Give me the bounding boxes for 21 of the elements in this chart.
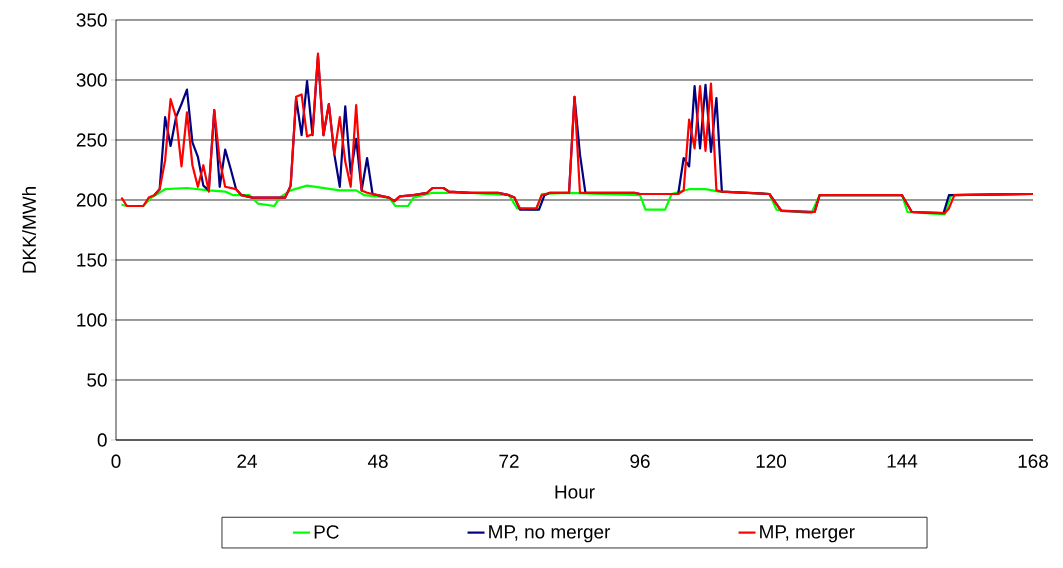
x-tick-label: 96 (630, 454, 650, 468)
legend-label: MP, merger (760, 525, 855, 543)
x-tick-label: 24 (237, 454, 257, 468)
y-axis-title: DKK/MWh (22, 187, 36, 273)
x-tick-label: 72 (499, 454, 519, 468)
legend-label: MP, no merger (489, 525, 611, 543)
x-tick-label: 120 (756, 454, 787, 468)
legend-label: PC (314, 525, 339, 539)
x-tick-label: 0 (111, 454, 121, 468)
y-tick-label: 100 (77, 313, 107, 327)
x-axis-title: Hour (555, 485, 595, 499)
x-tick-label: 48 (367, 454, 388, 468)
y-tick-label: 150 (77, 253, 107, 267)
y-tick-label: 350 (76, 13, 107, 27)
y-tick-label: 200 (76, 193, 107, 207)
y-tick-label: 250 (76, 133, 107, 147)
y-tick-label: 0 (97, 433, 107, 447)
y-tick-label: 50 (87, 373, 107, 387)
x-tick-label: 168 (1018, 454, 1048, 468)
x-tick-label: 144 (887, 454, 918, 468)
y-tick-label: 300 (76, 73, 107, 87)
